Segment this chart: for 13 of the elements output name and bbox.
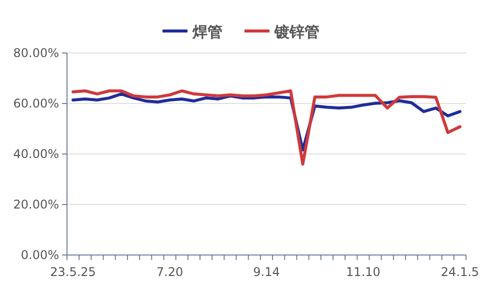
legend-label: 焊管 xyxy=(192,23,222,41)
line-series xyxy=(72,89,462,166)
y-tick-label: 60.00% xyxy=(13,96,59,110)
x-tick-label: 23.5.25 xyxy=(50,265,96,279)
x-tick-label: 7.20 xyxy=(156,265,184,279)
x-tick-label: 11.10 xyxy=(346,265,380,279)
y-tick-label: 0.00% xyxy=(20,248,59,262)
legend-label: 镀锌管 xyxy=(274,23,320,41)
y-tick-label: 20.00% xyxy=(13,198,59,212)
y-tick-label: 80.00% xyxy=(13,46,59,60)
x-tick-label: 24.1.5 xyxy=(440,265,480,279)
y-tick-label: 40.00% xyxy=(13,147,59,161)
x-tick-label: 9.14 xyxy=(253,265,280,279)
